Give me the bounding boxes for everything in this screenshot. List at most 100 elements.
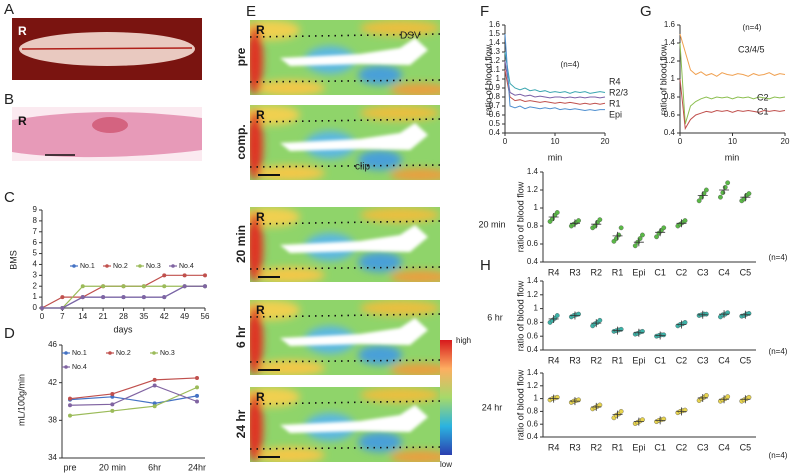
- series-line: [69, 395, 198, 404]
- data-point: [703, 392, 709, 398]
- y-tick-label: 0.6: [489, 110, 501, 119]
- panel-letter: B: [4, 91, 14, 108]
- mean-marker: [591, 319, 602, 328]
- x-tick-label: 6hr: [148, 462, 161, 472]
- legend-label: No.1: [80, 263, 95, 270]
- legend-label: No.3: [160, 350, 175, 357]
- data-point: [203, 284, 207, 289]
- legend-marker: [64, 351, 68, 355]
- x-tick-label: 56: [201, 312, 210, 321]
- mean-marker: [655, 331, 666, 340]
- data-point: [110, 391, 115, 396]
- mean-marker: [655, 416, 666, 425]
- y-tick-label: 1.3: [489, 47, 501, 56]
- y-tick-label: 0: [33, 303, 38, 312]
- legend-label: No.1: [72, 350, 87, 357]
- image-marker: R: [18, 24, 27, 38]
- data-point: [182, 273, 187, 278]
- series-line: [69, 384, 198, 406]
- y-axis-label: ratio of blood flow: [483, 44, 493, 115]
- y-axis-label: mL/100g/min: [16, 374, 26, 426]
- data-point: [203, 273, 207, 278]
- x-tick-label: 10: [728, 137, 737, 146]
- heatmap: [240, 387, 450, 464]
- x-tick-label: Epi: [632, 442, 645, 452]
- y-tick-label: 6: [33, 238, 38, 247]
- annotation: (n=4): [743, 23, 762, 32]
- data-point: [101, 284, 106, 289]
- y-tick-label: 1.4: [527, 368, 539, 377]
- series-line: [69, 377, 198, 400]
- heatmap: [240, 105, 450, 182]
- data-point: [68, 413, 72, 418]
- y-tick-label: 1.2: [489, 56, 501, 65]
- y-tick-label: 1: [534, 304, 539, 313]
- data-point: [162, 273, 167, 278]
- x-tick-label: 42: [160, 312, 169, 321]
- annotation: (n=4): [561, 60, 580, 69]
- data-point: [152, 404, 157, 409]
- data-point: [121, 295, 126, 300]
- mean-marker: [676, 407, 687, 416]
- panel-letter: F: [480, 3, 489, 20]
- row-label: 6 hr: [234, 326, 248, 348]
- x-axis-label: days: [113, 324, 133, 334]
- y-axis-label: ratio of blood flow: [515, 280, 525, 351]
- mean-marker: [676, 219, 687, 228]
- y-tick-label: 0.9: [489, 83, 501, 92]
- y-tick-label: 0.8: [527, 221, 539, 230]
- y-tick-label: 0.8: [664, 92, 676, 101]
- data-point: [152, 383, 157, 388]
- legend-marker: [105, 264, 109, 268]
- x-tick-label: R3: [569, 442, 581, 452]
- series-label: C2: [757, 92, 769, 102]
- image-marker: R: [256, 23, 265, 37]
- colorbar: [440, 340, 452, 455]
- x-tick-label: 0: [678, 137, 683, 146]
- x-axis-label: min: [725, 152, 740, 162]
- mean-marker: [697, 393, 708, 402]
- x-tick-label: 0: [40, 312, 45, 321]
- subplot-title: 24 hr: [482, 402, 503, 412]
- x-tick-label: 0: [503, 137, 508, 146]
- histology-lesion: [92, 117, 128, 133]
- x-tick-label: C5: [740, 442, 752, 452]
- series-line: [69, 386, 198, 417]
- y-tick-label: 1: [33, 292, 38, 301]
- legend-label: No.3: [146, 263, 161, 270]
- x-tick-label: C3: [697, 442, 709, 452]
- y-tick-label: 1: [496, 74, 501, 83]
- data-point: [682, 218, 688, 224]
- x-tick-label: R1: [612, 267, 624, 277]
- mean-marker: [548, 314, 559, 323]
- data-point: [162, 284, 167, 289]
- series-line: [504, 60, 606, 99]
- mean-marker: [697, 310, 708, 319]
- x-tick-label: C3: [697, 267, 709, 277]
- x-tick-label: R4: [548, 267, 560, 277]
- y-tick-label: 0.6: [527, 331, 539, 340]
- mean-marker: [612, 410, 623, 419]
- mean-marker: [633, 328, 644, 337]
- x-axis-label: min: [548, 152, 563, 162]
- legend-marker: [152, 351, 156, 355]
- data-point: [152, 377, 157, 382]
- data-point: [576, 218, 581, 224]
- mean-marker: [548, 213, 559, 221]
- series-line: [504, 51, 606, 94]
- panel-letter: A: [4, 1, 14, 18]
- row-label: 24 hr: [234, 409, 248, 438]
- y-tick-label: 0.6: [527, 239, 539, 248]
- data-point: [718, 194, 723, 200]
- x-tick-label: C1: [654, 267, 666, 277]
- annotation: (n=4): [769, 253, 788, 262]
- mean-marker: [569, 311, 580, 320]
- mean-marker: [719, 186, 730, 194]
- panel-letter: E: [246, 3, 256, 20]
- image-marker: R: [256, 390, 265, 404]
- mean-marker: [740, 193, 751, 202]
- y-tick-label: 38: [48, 415, 57, 424]
- y-axis-label: ratio of blood flow: [658, 44, 668, 115]
- y-tick-label: 1.4: [664, 38, 676, 47]
- colorbar-label: low: [440, 460, 452, 469]
